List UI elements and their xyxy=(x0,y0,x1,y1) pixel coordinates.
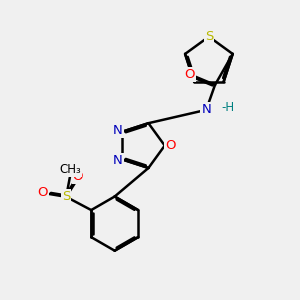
Text: N: N xyxy=(201,103,211,116)
Text: CH₃: CH₃ xyxy=(60,163,82,176)
Text: N: N xyxy=(113,154,123,167)
Text: O: O xyxy=(165,139,175,152)
Text: O: O xyxy=(73,170,83,183)
Text: S: S xyxy=(205,30,213,43)
Text: S: S xyxy=(62,190,70,203)
Text: -H: -H xyxy=(221,101,234,114)
Text: O: O xyxy=(184,68,195,81)
Text: O: O xyxy=(38,186,48,199)
Text: N: N xyxy=(113,124,123,137)
